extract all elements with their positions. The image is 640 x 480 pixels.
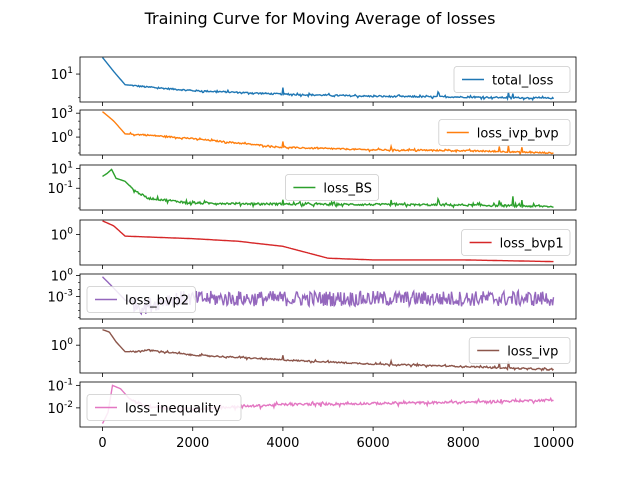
y-tick-label: 101 [51, 160, 73, 177]
subplot-loss-BS: 10-1 101 loss_BS [47, 160, 577, 214]
x-tick-label: 6000 [357, 436, 390, 451]
series-line-loss-ivp [102, 328, 554, 372]
y-tick-label: 100 [51, 337, 74, 354]
y-tick-label: 100 [51, 226, 74, 243]
legend-label: total_loss [492, 74, 554, 89]
series-line-total-loss [101, 57, 555, 102]
legend-loss-inequality: loss_inequality [86, 394, 242, 421]
legend-box [284, 174, 379, 201]
axes-frame [79, 109, 577, 156]
subplot-loss-ivp: 100 loss_ivp [51, 327, 577, 377]
x-tick-label: 0 [98, 436, 106, 451]
legend-loss-ivp: loss_ivp [468, 337, 571, 364]
legend-label: loss_ivp [507, 345, 558, 360]
chart-title: Training Curve for Moving Average of los… [144, 9, 496, 28]
subplot-loss-bvp1: 100 loss_bvp1 [51, 219, 577, 269]
legend-label: loss_ivp_bvp [477, 127, 559, 142]
legend-label: loss_BS [323, 182, 372, 197]
y-tick-label: 10-1 [47, 377, 73, 394]
legend-box [438, 119, 571, 146]
y-tick-label: 100 [51, 267, 74, 284]
x-tick-label: 8000 [447, 436, 480, 451]
subplot-total-loss: 101 total_loss [51, 56, 577, 106]
series-line-loss-bvp1 [102, 220, 554, 263]
subplot-loss-bvp2: 10-3 100 loss_bvp2 [47, 267, 577, 323]
y-tick-label: 10-2 [47, 400, 73, 417]
x-axis: 0 2000 4000 6000 8000 10000 [98, 436, 574, 451]
y-tick-label: 10-3 [47, 289, 73, 306]
legend-box [461, 229, 571, 256]
x-tick-label: 10000 [533, 436, 574, 451]
legend-label: loss_inequality [125, 402, 221, 417]
legend-box [468, 337, 571, 364]
legend-label: loss_bvp1 [500, 237, 564, 252]
legend-loss-bvp2: loss_bvp2 [86, 286, 196, 313]
legend-loss-ivp-bvp: loss_ivp_bvp [438, 119, 571, 146]
axes-frame [79, 327, 577, 374]
legend-loss-bvp1: loss_bvp1 [461, 229, 571, 256]
subplot-loss-inequality: 10-2 10-1 loss_inequality [47, 377, 577, 431]
series-line-loss-ivp-bvp [102, 111, 554, 155]
legend-loss-BS: loss_BS [284, 174, 379, 201]
axes-frame [79, 56, 577, 103]
y-tick-label: 103 [51, 105, 73, 122]
x-tick-label: 4000 [266, 436, 299, 451]
y-tick-label: 10-1 [47, 180, 73, 197]
subplot-stack: 101 total_loss 100 103 loss_ivp_bvp 10-1 101 lo… [47, 56, 577, 431]
subplot-loss-ivp-bvp: 100 103 loss_ivp_bvp [51, 105, 577, 159]
legend-box [453, 66, 571, 93]
y-tick-label: 100 [51, 129, 74, 146]
series-line-loss-BS [102, 168, 554, 209]
x-tick-label: 2000 [176, 436, 209, 451]
y-tick-label: 101 [51, 66, 73, 83]
legend-box [86, 286, 196, 313]
axes-frame [79, 219, 577, 266]
legend-box [86, 394, 242, 421]
axes-frame [79, 164, 577, 211]
legend-total-loss: total_loss [453, 66, 571, 93]
legend-label: loss_bvp2 [125, 294, 189, 309]
axes-frame [79, 381, 577, 428]
